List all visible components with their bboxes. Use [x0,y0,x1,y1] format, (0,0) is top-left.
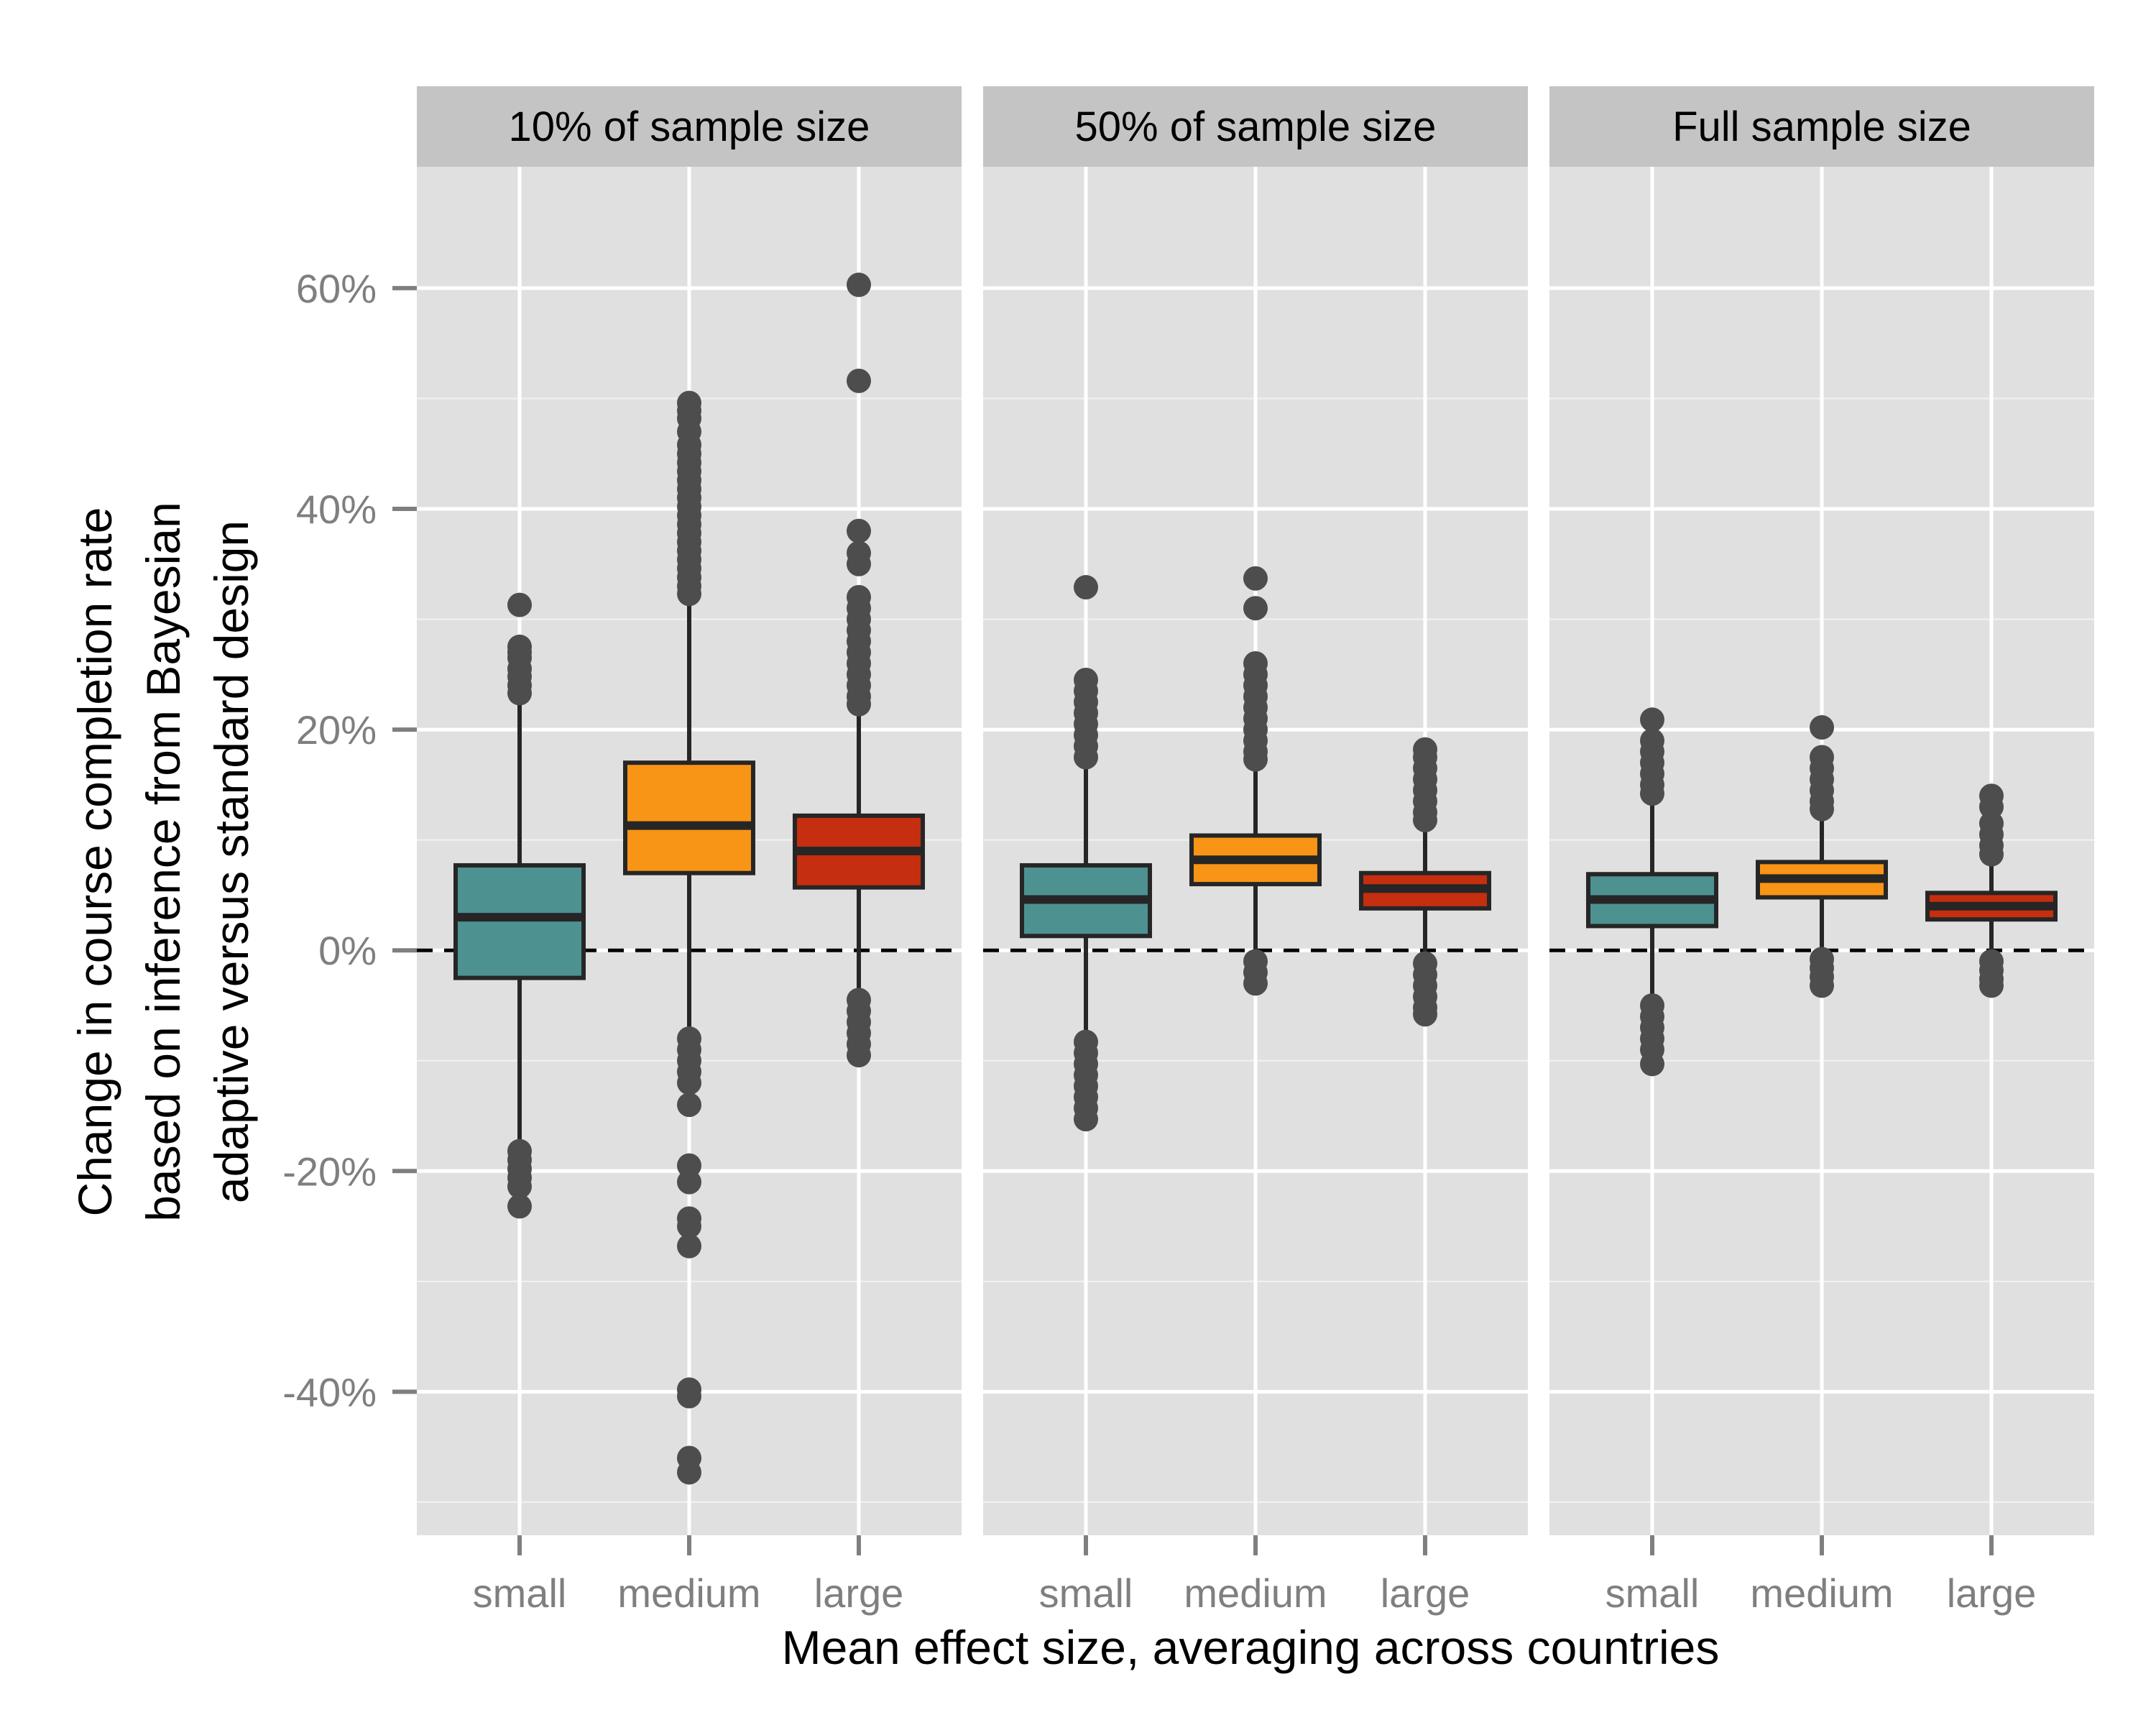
outlier-point [677,581,701,607]
y-tick-label: 60% [296,266,377,311]
x-tick-label: large [1381,1570,1470,1616]
outlier-point [847,272,871,298]
facet-strip [1549,86,2094,167]
outlier-point [677,1233,701,1259]
y-axis-title-line: Change in course completion rate [68,507,121,1217]
boxplot-medium [1189,566,1322,996]
facet-panel: 50% of sample size small medium large [983,86,1528,1616]
y-tick-label: 20% [296,707,377,753]
outlier-point [507,681,532,706]
x-tick-label: large [814,1570,904,1616]
outlier-point [507,1174,532,1199]
outlier-point [1074,745,1098,770]
facet-strip [983,86,1528,167]
y-axis-title-line: based on inference from Bayesian [137,502,190,1222]
outlier-point [1810,973,1834,998]
outlier-point [847,518,871,543]
outlier-point [847,551,871,576]
outlier-point [677,1092,701,1118]
outlier-point [677,1070,701,1095]
box-iqr [453,862,586,980]
outlier-point [1810,796,1834,822]
box-iqr [623,760,755,875]
x-axis-title: Mean effect size, averaging across count… [782,1621,1720,1674]
outlier-point [1640,707,1664,732]
outlier-point [1243,747,1268,772]
outlier-point [1979,973,2004,998]
x-tick-label: small [1039,1570,1133,1616]
facet-strip-label: Full sample size [1672,104,1971,150]
outlier-point [677,1460,701,1485]
boxplot-medium [1756,715,1888,998]
x-tick-label: small [473,1570,567,1616]
facet-panel: Full sample size small medium large [1549,86,2094,1616]
boxplot-small [1020,575,1152,1132]
boxplot-small [1586,707,1718,1077]
x-tick-label: large [1947,1570,2037,1616]
outlier-point [1243,596,1268,621]
x-tick-label: medium [617,1570,760,1616]
y-axis-title: Change in course completion rate based on… [68,502,258,1222]
outlier-point [1640,781,1664,806]
boxplot-large [793,272,925,1068]
x-tick-label: medium [1184,1570,1327,1616]
y-tick-label: 0% [318,928,377,973]
outlier-point [677,1169,701,1195]
outlier-point [507,592,532,617]
outlier-point [677,1384,701,1409]
outlier-point [1413,808,1437,833]
outlier-point [847,691,871,717]
facet-strip [417,86,962,167]
outlier-point [1243,566,1268,591]
boxplot-large [1925,783,2058,998]
y-tick-label: -20% [282,1149,377,1194]
outlier-point [1810,715,1834,740]
facet-panel: 10% of sample size small medium large [417,86,962,1616]
facet-strip-label: 50% of sample size [1075,104,1437,150]
y-tick-label: -40% [282,1369,377,1414]
outlier-point [1074,575,1098,600]
y-axis: -40% -20% 0% 20% 40% 60% [282,266,417,1414]
outlier-point [847,368,871,393]
boxplot-small [453,592,586,1219]
y-axis-title-line: adaptive versus standard design [205,520,258,1203]
outlier-point [677,1214,701,1239]
outlier-point [1074,1107,1098,1132]
outlier-point [507,1194,532,1219]
outlier-point [847,1043,871,1068]
boxplot-large [1359,737,1491,1027]
x-tick-label: small [1606,1570,1700,1616]
outlier-point [1413,1002,1437,1027]
outlier-point [1640,1052,1664,1077]
x-tick-label: medium [1750,1570,1893,1616]
facet-strip-label: 10% of sample size [509,104,870,150]
outlier-point [1979,842,2004,867]
boxplot-medium [623,390,755,1485]
y-tick-label: 40% [296,487,377,532]
outlier-point [1243,971,1268,996]
